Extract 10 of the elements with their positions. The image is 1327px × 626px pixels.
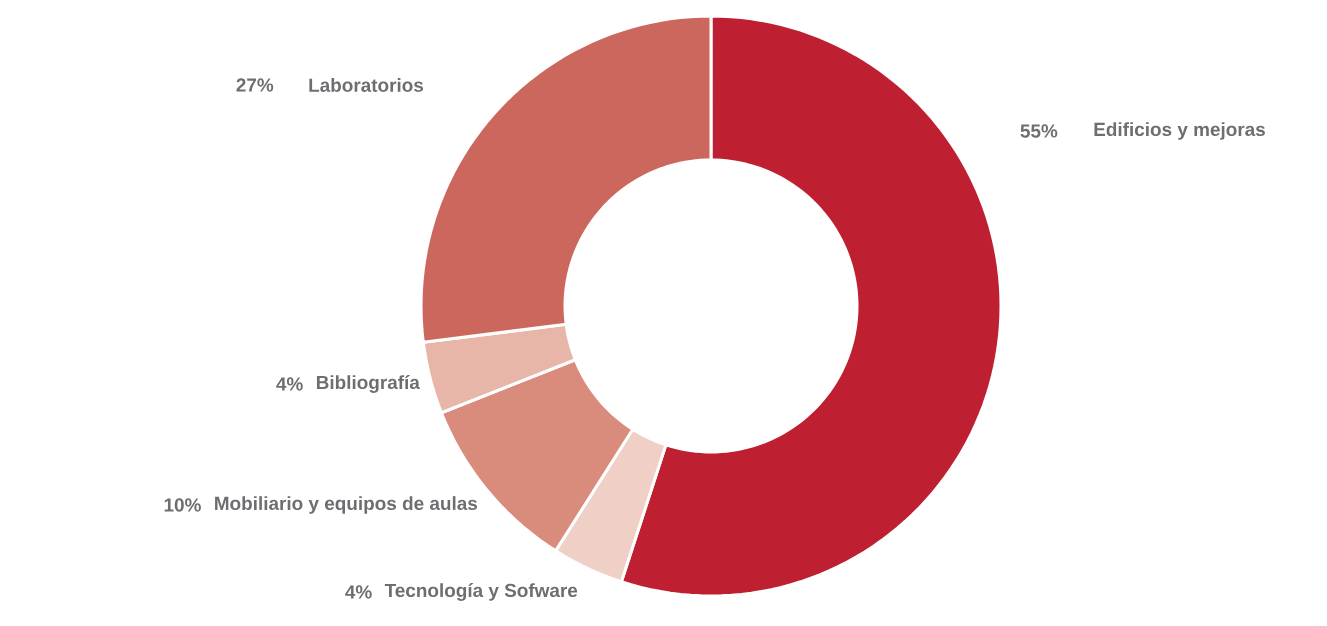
data-label: 4% xyxy=(345,585,372,599)
data-label: 55% xyxy=(1020,124,1058,138)
slice-label: Laboratorios xyxy=(309,78,424,92)
slice-label: Mobiliario y equipos de aulas xyxy=(215,496,478,514)
slice-label: Edificios y mejoras xyxy=(1094,122,1265,140)
data-label: 27% xyxy=(236,78,274,92)
data-label: 10% xyxy=(164,498,201,512)
slice-label: Tecnología y Sofware xyxy=(384,583,578,601)
data-label: 4% xyxy=(276,377,303,391)
slice-label: Bibliografía xyxy=(316,375,420,393)
